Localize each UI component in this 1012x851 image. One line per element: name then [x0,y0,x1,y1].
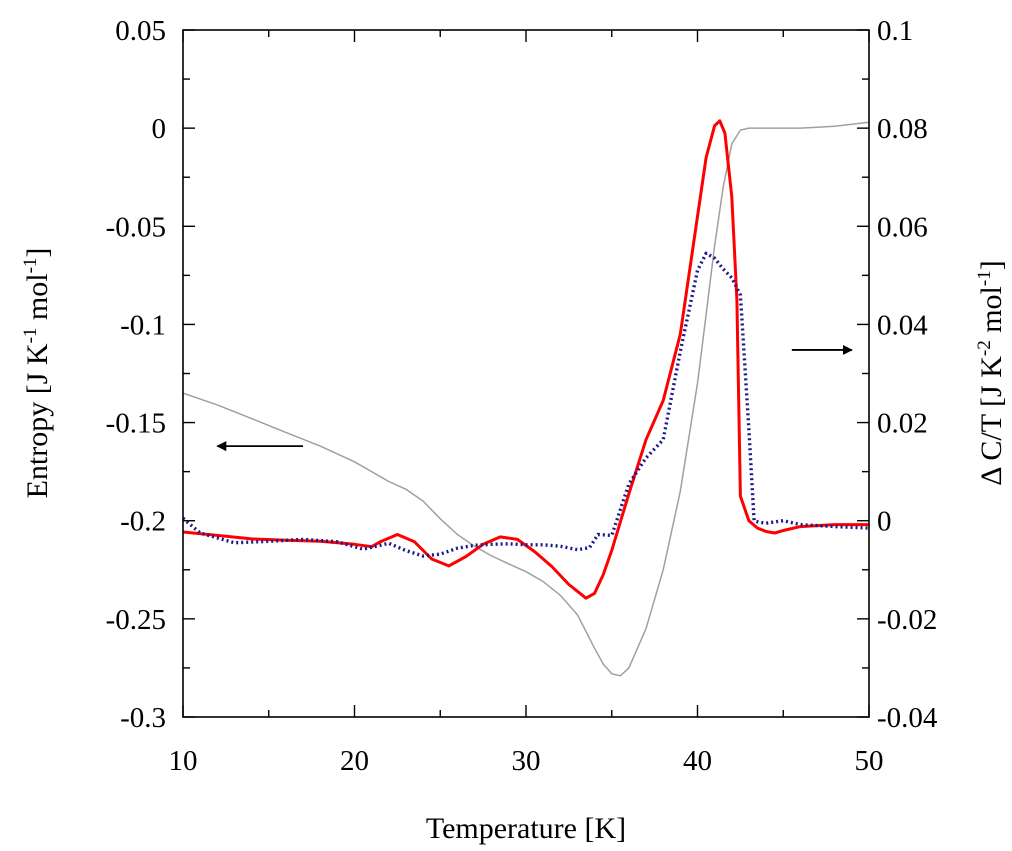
x-axis-title: Temperature [K] [426,812,626,845]
y-right-tick-label: -0.02 [877,604,937,636]
x-tick-label: 20 [340,745,369,777]
y-left-tick-label: -0.05 [106,211,166,243]
y-left-tick-label: -0.25 [106,604,166,636]
y-left-axis-title: Entropy [J K-1 mol-1] [20,248,54,499]
x-tick-label: 40 [683,745,712,777]
heat-capacity-series-red-line [183,119,869,600]
y-right-axis-title: Δ C/T [J K-2 mol-1] [974,260,1008,485]
plot-frame [182,29,870,718]
y-left-tick-label: -0.3 [120,702,166,734]
y-right-tick-label: 0 [877,506,892,538]
y-left-axis-ticks: -0.3 -0.25 -0.2 -0.15 -0.1 -0.05 0 0.05 [106,15,195,734]
y-right-tick-label: 0.02 [877,408,928,440]
x-tick-label: 50 [855,745,884,777]
y-left-tick-label: -0.15 [106,408,166,440]
y-left-tick-label: 0 [152,113,167,145]
y-right-tick-label: 0.06 [877,211,928,243]
x-axis-ticks: 10 20 30 40 50 [169,30,884,777]
y-right-tick-label: 0.08 [877,113,928,145]
y-right-axis-ticks: -0.04 -0.02 0 0.02 0.04 0.06 0.08 0.1 [857,15,938,734]
x-tick-label: 30 [512,745,541,777]
y-right-tick-label: 0.1 [877,15,913,47]
series-layer [183,119,869,677]
annotation-arrows [216,344,853,452]
y-right-tick-label: 0.04 [877,309,928,341]
y-left-tick-label: 0.05 [115,15,166,47]
y-right-tick-label: -0.04 [877,702,938,734]
y-left-tick-label: -0.1 [120,309,166,341]
x-tick-label: 10 [169,745,198,777]
y-left-tick-label: -0.2 [120,506,166,538]
entropy-series-line [183,121,869,677]
heat-capacity-series-blue-dotted-line [183,251,869,558]
